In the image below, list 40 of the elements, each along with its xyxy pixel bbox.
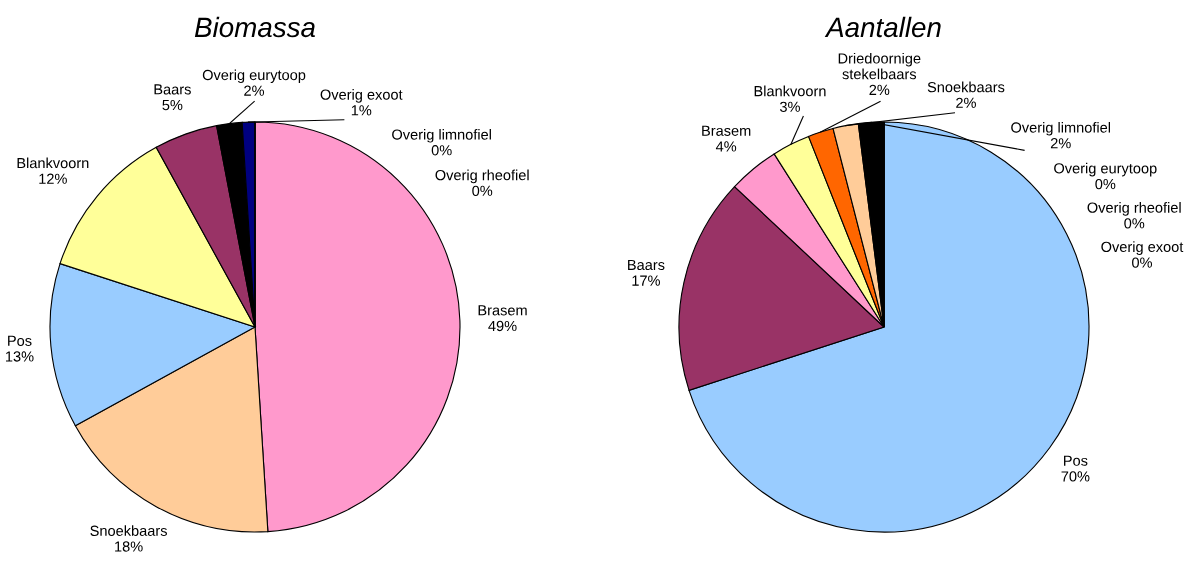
data-label: 49%	[488, 320, 517, 332]
data-label: 2%	[1050, 138, 1071, 149]
slice-label: Blankvoorn	[754, 85, 826, 97]
data-label: 12%	[39, 173, 67, 184]
text: 0%	[1124, 218, 1145, 229]
slice-label: Overig eurytoop	[202, 69, 306, 84]
category-label: Overig limnofiel	[392, 129, 491, 143]
slice-label: Baars	[154, 84, 191, 95]
category-label: Overig rheofiel	[1087, 202, 1181, 216]
slice-label: Pos	[1064, 455, 1088, 466]
slice-label: Overig limnofiel	[1011, 121, 1111, 136]
slice-label: Snoekbaars	[90, 525, 167, 536]
slice-label: Pos	[8, 335, 32, 346]
category-label: Overig rheofiel	[435, 169, 529, 184]
text: 0%	[472, 185, 493, 196]
text: 0%	[1095, 178, 1116, 190]
text: 0%	[1132, 257, 1153, 268]
slice-label: Overig exoot	[320, 89, 403, 103]
data-label: 1%	[351, 105, 372, 116]
data-label: 2%	[244, 85, 265, 96]
data-label: 2%	[956, 97, 976, 108]
data-label: 17%	[632, 275, 660, 286]
chart-title: Biomassa	[194, 16, 316, 38]
data-label: 2%	[869, 84, 890, 95]
slice-label: Brasem	[478, 305, 527, 316]
data-label: 13%	[6, 351, 34, 362]
text: 0%	[431, 145, 452, 156]
data-label: 70%	[1061, 471, 1090, 482]
slice-label: Snoekbaars	[927, 81, 1005, 93]
chart-title: Aantallen	[824, 16, 941, 38]
data-label: 18%	[115, 541, 143, 552]
slice-label: Brasem	[702, 125, 751, 136]
category-label: Overig eurytoop	[1054, 162, 1157, 177]
slice-label: Baars	[628, 259, 665, 271]
slice-label: Driedoornige stekelbaars	[838, 52, 921, 80]
category-label: Overig exoot	[1101, 241, 1184, 255]
data-label: 5%	[162, 99, 183, 111]
slice-label: Blankvoorn	[17, 157, 89, 169]
data-label: 4%	[715, 141, 737, 152]
data-label: 3%	[779, 101, 800, 112]
